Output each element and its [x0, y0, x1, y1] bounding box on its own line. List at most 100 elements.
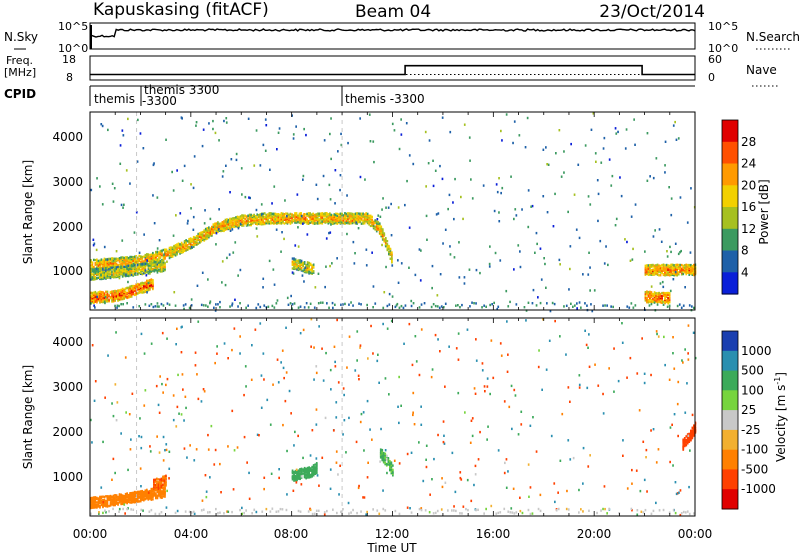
heatmap-cell — [249, 196, 251, 200]
heatmap-cell — [121, 297, 124, 301]
heatmap-cell — [602, 412, 605, 415]
heatmap-cell — [666, 250, 668, 253]
heatmap-cell — [287, 303, 290, 306]
heatmap-cell — [442, 306, 445, 309]
heatmap-cell — [368, 217, 370, 221]
heatmap-cell — [129, 262, 131, 265]
heatmap-cell — [593, 289, 596, 292]
heatmap-cell — [685, 264, 688, 268]
heatmap-cell — [179, 252, 181, 255]
heatmap-cell — [587, 465, 590, 468]
heatmap-cell — [374, 221, 377, 225]
heatmap-cell — [109, 295, 112, 299]
heatmap-cell — [347, 501, 350, 505]
heatmap-cell — [229, 229, 232, 232]
heatmap-cell — [308, 466, 310, 469]
heatmap-cell — [687, 352, 689, 355]
heatmap-cell — [147, 279, 150, 282]
heatmap-cell — [144, 265, 147, 268]
heatmap-cell — [256, 223, 259, 226]
heatmap-cell — [120, 295, 122, 298]
heatmap-cell — [570, 302, 572, 305]
heatmap-cell — [114, 295, 116, 298]
heatmap-cell — [439, 350, 441, 353]
heatmap-cell — [434, 333, 437, 337]
heatmap-cell — [226, 225, 228, 229]
heatmap-cell — [156, 480, 158, 483]
heatmap-cell — [380, 227, 383, 230]
heatmap-cell — [457, 332, 460, 335]
heatmap-cell — [297, 259, 300, 262]
heatmap-cell — [431, 286, 433, 290]
heatmap-cell — [433, 457, 435, 461]
heatmap-cell — [350, 222, 352, 225]
heatmap-cell — [317, 302, 320, 305]
heatmap-cell — [281, 349, 284, 352]
heatmap-cell — [205, 495, 208, 499]
heatmap-cell — [688, 436, 691, 439]
heatmap-cell — [404, 304, 407, 307]
heatmap-cell — [374, 219, 377, 222]
heatmap-cell — [397, 206, 400, 209]
heatmap-cell — [159, 375, 161, 378]
heatmap-cell — [653, 264, 656, 267]
heatmap-cell — [105, 266, 107, 270]
heatmap-cell — [300, 266, 303, 270]
heatmap-cell — [186, 240, 189, 243]
heatmap-cell — [106, 501, 109, 504]
heatmap-cell — [293, 257, 295, 260]
heatmap-cell — [146, 255, 148, 258]
heatmap-cell — [457, 358, 460, 361]
heatmap-cell — [156, 494, 159, 497]
heatmap-cell — [663, 335, 665, 339]
heatmap-cell — [547, 163, 550, 166]
heatmap-cell — [124, 287, 127, 290]
heatmap-cell — [256, 235, 259, 238]
heatmap-cell — [126, 266, 128, 270]
heatmap-cell — [242, 214, 245, 217]
heatmap-cell — [687, 434, 690, 437]
heatmap-cell — [232, 217, 234, 220]
heatmap-cell — [154, 478, 157, 481]
heatmap-cell — [197, 242, 200, 245]
heatmap-cell — [366, 510, 368, 514]
heatmap-cell — [241, 223, 243, 227]
heatmap-cell — [94, 262, 97, 265]
heatmap-cell — [184, 395, 187, 398]
heatmap-cell — [372, 285, 375, 288]
heatmap-cell — [132, 257, 135, 260]
heatmap-cell — [237, 227, 240, 230]
heatmap-cell — [161, 259, 163, 263]
heatmap-cell — [121, 296, 124, 299]
heatmap-cell — [294, 471, 297, 475]
heatmap-cell — [192, 243, 195, 247]
heatmap-cell — [493, 209, 496, 213]
heatmap-cell — [155, 266, 157, 269]
heatmap-cell — [360, 510, 362, 513]
heatmap-cell — [111, 402, 113, 405]
heatmap-cell — [129, 264, 131, 268]
heatmap-cell — [227, 221, 230, 224]
heatmap-cell — [243, 511, 245, 515]
heatmap-cell — [334, 202, 336, 205]
heatmap-cell — [481, 362, 484, 365]
heatmap-cell — [321, 216, 324, 219]
heatmap-cell — [125, 411, 127, 414]
beam-title: Beam 04 — [355, 2, 431, 22]
heatmap-cell — [334, 169, 337, 172]
heatmap-cell — [127, 286, 130, 289]
heatmap-cell — [176, 243, 178, 246]
heatmap-cell — [295, 481, 298, 484]
heatmap-cell — [644, 299, 647, 302]
heatmap-cell — [331, 301, 334, 305]
heatmap-cell — [286, 220, 289, 223]
heatmap-cell — [133, 259, 136, 262]
heatmap-cell — [382, 322, 384, 326]
heatmap-cell — [461, 303, 463, 307]
heatmap-cell — [220, 229, 222, 232]
heatmap-cell — [191, 238, 193, 241]
heatmap-cell — [354, 217, 357, 220]
heatmap-cell — [150, 261, 153, 265]
heatmap-cell — [147, 272, 150, 275]
heatmap-cell — [133, 231, 136, 234]
